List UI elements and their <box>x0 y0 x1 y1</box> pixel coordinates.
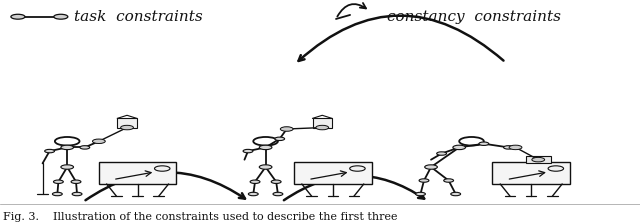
Circle shape <box>459 137 484 146</box>
Circle shape <box>72 192 82 196</box>
Circle shape <box>509 145 522 150</box>
Circle shape <box>425 165 437 169</box>
Circle shape <box>71 180 81 184</box>
Circle shape <box>282 127 292 131</box>
Circle shape <box>94 140 104 143</box>
Circle shape <box>61 165 74 169</box>
Circle shape <box>271 180 281 184</box>
Circle shape <box>250 180 260 184</box>
Circle shape <box>259 165 272 169</box>
Circle shape <box>275 137 285 140</box>
Circle shape <box>243 149 253 153</box>
Circle shape <box>61 145 74 150</box>
Circle shape <box>92 139 105 144</box>
Text: Fig. 3.    Illustration of the constraints used to describe the first three: Fig. 3. Illustration of the constraints … <box>3 212 397 222</box>
Circle shape <box>532 157 545 162</box>
Bar <box>312 118 332 128</box>
Circle shape <box>248 192 258 196</box>
Text: task  constraints: task constraints <box>74 10 202 24</box>
Circle shape <box>54 14 68 19</box>
Circle shape <box>154 166 170 171</box>
Circle shape <box>349 166 365 171</box>
Circle shape <box>451 192 461 196</box>
Circle shape <box>52 192 62 196</box>
Bar <box>294 162 372 184</box>
Circle shape <box>253 137 278 146</box>
Circle shape <box>504 146 513 149</box>
Circle shape <box>444 179 454 182</box>
Circle shape <box>273 192 283 196</box>
Circle shape <box>45 149 54 153</box>
Circle shape <box>415 192 426 196</box>
Circle shape <box>80 146 90 149</box>
Circle shape <box>419 179 429 182</box>
Circle shape <box>11 14 25 19</box>
Circle shape <box>479 142 489 145</box>
Circle shape <box>548 166 564 171</box>
Bar <box>99 162 177 184</box>
Text: constancy  constraints: constancy constraints <box>387 10 561 24</box>
Circle shape <box>316 125 329 130</box>
Circle shape <box>120 125 134 130</box>
Bar <box>117 118 137 128</box>
Bar <box>493 162 570 184</box>
Circle shape <box>436 152 447 155</box>
Circle shape <box>55 137 79 146</box>
Circle shape <box>259 145 272 150</box>
Bar <box>526 156 550 163</box>
Circle shape <box>453 145 465 150</box>
Circle shape <box>54 180 63 184</box>
Circle shape <box>280 127 293 131</box>
